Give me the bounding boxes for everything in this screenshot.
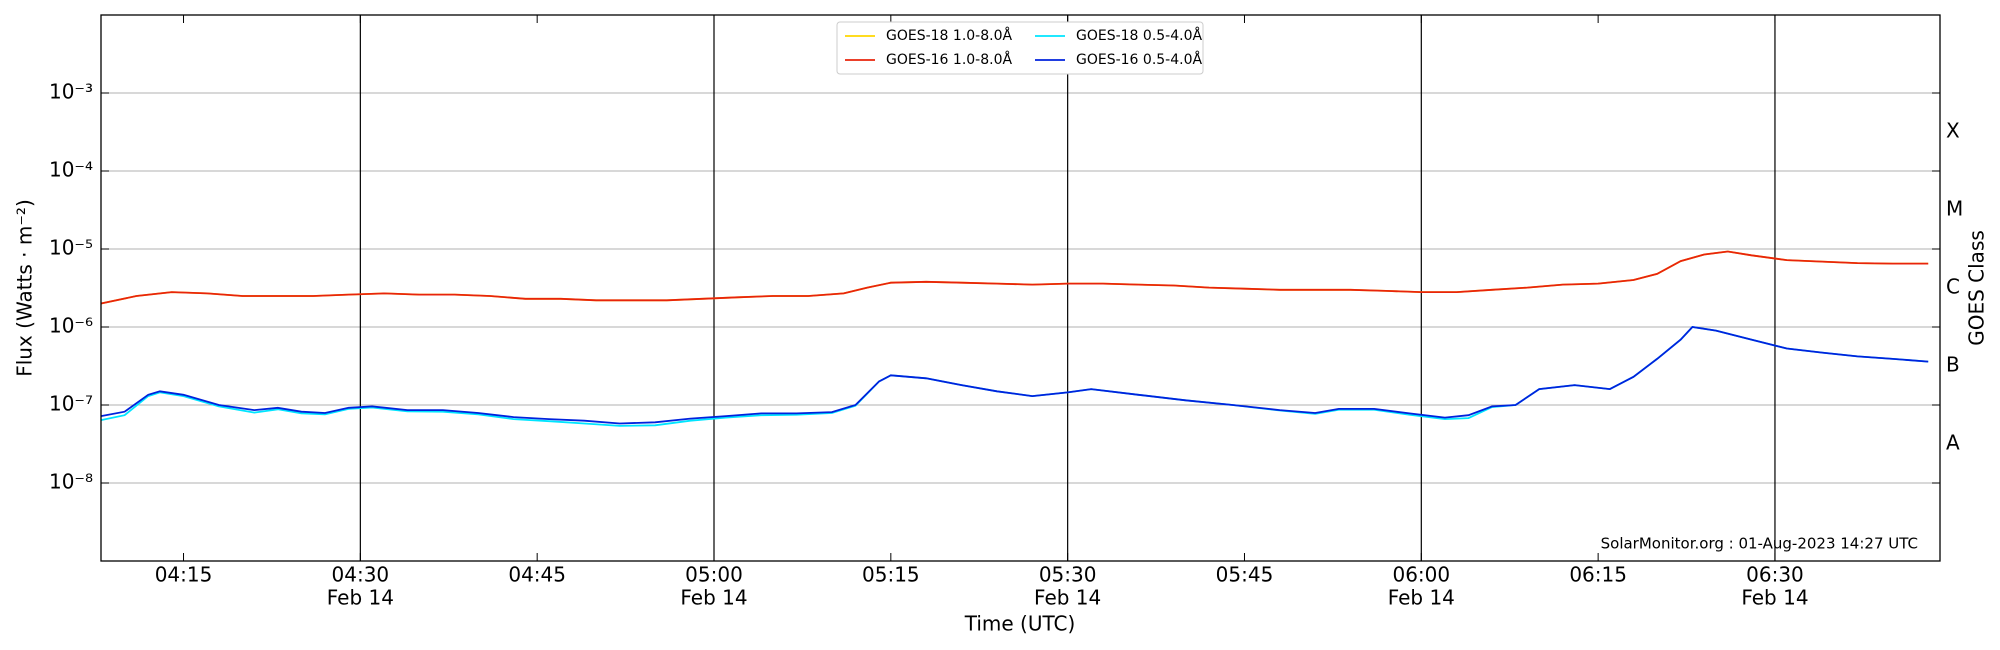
series-line <box>100 250 1929 305</box>
class-label: M <box>1946 197 1963 221</box>
class-label: C <box>1946 275 1960 299</box>
x-tick-label: 06:15 <box>1569 563 1627 587</box>
x-tick-label: 05:45 <box>1216 563 1274 587</box>
x-tick-date: Feb 14 <box>1741 586 1808 610</box>
annotation: SolarMonitor.org : 01-Aug-2023 14:27 UTC <box>1601 535 1918 553</box>
class-label: B <box>1946 353 1960 377</box>
legend: GOES-18 1.0-8.0Å GOES-16 1.0-8.0Å GOES-18 … <box>836 21 1204 75</box>
x-tick-label: 06:00 <box>1392 563 1450 587</box>
x-tick-label: 05:30 <box>1039 563 1097 587</box>
y-tick-label: 10⁻⁶ <box>49 314 93 338</box>
x-tick-label: 04:30 <box>332 563 390 587</box>
x-tick-label: 04:15 <box>155 563 213 587</box>
x-tick-date: Feb 14 <box>680 586 747 610</box>
x-axis-label: Time (UTC) <box>964 612 1076 636</box>
y-tick-label: 10⁻³ <box>49 80 93 104</box>
x-tick-label: 04:45 <box>508 563 566 587</box>
x-tick-label: 06:30 <box>1746 563 1804 587</box>
y2-axis-label: GOES Class <box>1965 230 1989 346</box>
x-tick-label: 05:15 <box>862 563 920 587</box>
x-tick-label: 05:00 <box>685 563 743 587</box>
legend-label: GOES-16 0.5-4.0Å <box>1076 51 1202 68</box>
class-label: X <box>1946 119 1960 143</box>
class-label: A <box>1946 431 1960 455</box>
y-tick-label: 10⁻⁵ <box>49 236 93 260</box>
legend-box <box>836 21 1204 75</box>
x-tick-date: Feb 14 <box>1034 586 1101 610</box>
y-tick-label: 10⁻⁸ <box>49 470 93 494</box>
y-tick-label: 10⁻⁷ <box>49 392 93 416</box>
series-line <box>100 326 1929 425</box>
plot-frame <box>100 14 1941 562</box>
y-tick-label: 10⁻⁴ <box>49 158 93 182</box>
legend-label: GOES-16 1.0-8.0Å <box>886 51 1012 68</box>
series-line <box>100 326 1929 427</box>
y-axis-label: Flux (Watts · m⁻²) <box>13 199 37 377</box>
series-line <box>100 250 1929 305</box>
x-tick-date: Feb 14 <box>1388 586 1455 610</box>
x-tick-date: Feb 14 <box>327 586 394 610</box>
legend-label: GOES-18 1.0-8.0Å <box>886 27 1012 44</box>
legend-label: GOES-18 0.5-4.0Å <box>1076 27 1202 44</box>
